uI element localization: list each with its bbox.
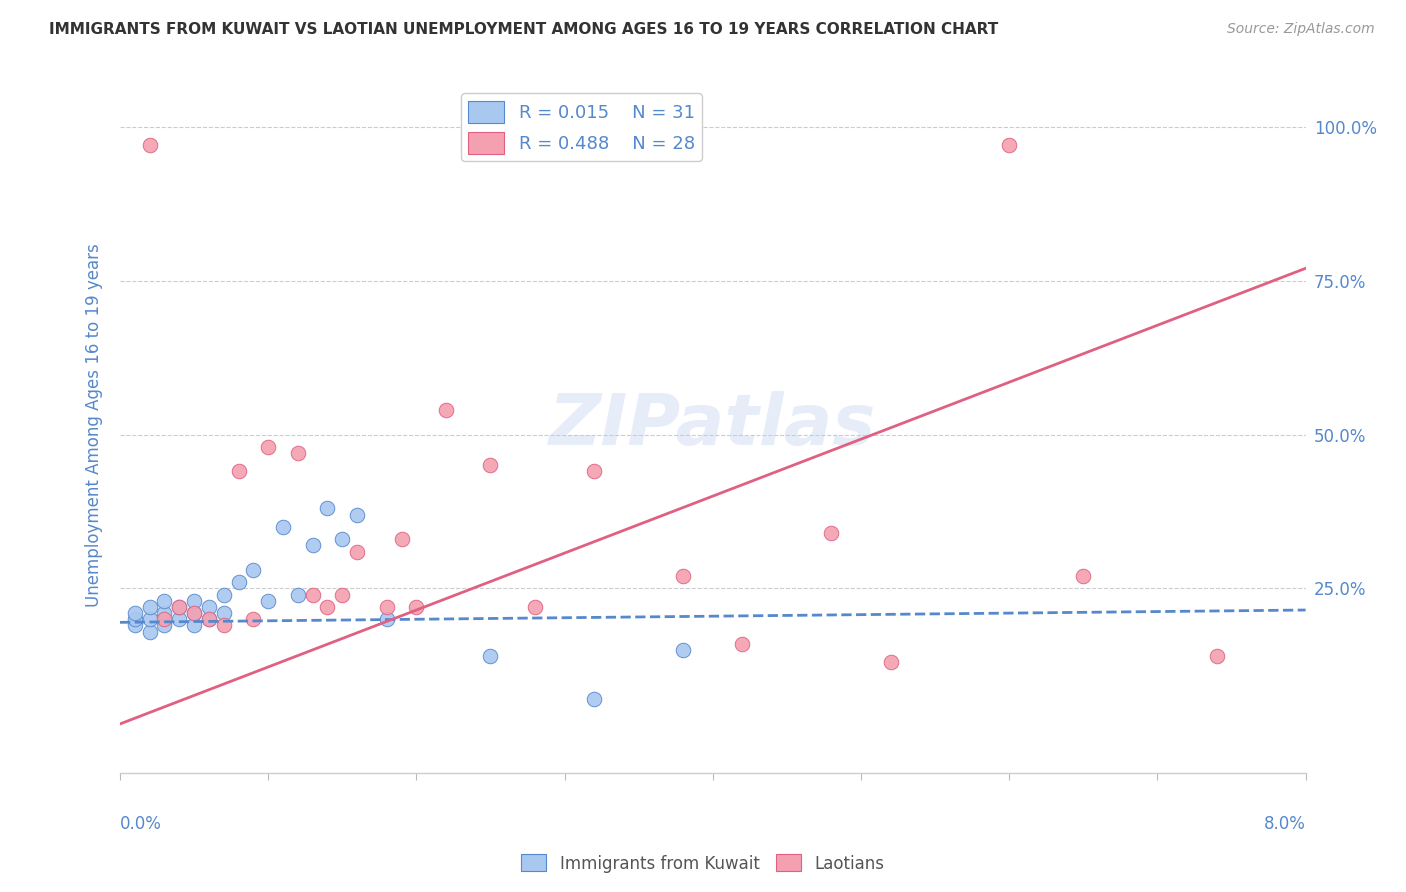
Point	[391, 533, 413, 547]
Point	[138, 138, 160, 153]
Point	[316, 501, 339, 516]
Point	[287, 588, 309, 602]
Point	[124, 606, 146, 620]
Point	[316, 599, 339, 614]
Point	[183, 618, 205, 632]
Point	[301, 538, 323, 552]
Point	[167, 599, 190, 614]
Point	[153, 618, 176, 632]
Point	[672, 569, 695, 583]
Point	[212, 588, 235, 602]
Point	[1205, 649, 1227, 664]
Point	[257, 440, 280, 454]
Point	[479, 458, 502, 473]
Point	[167, 599, 190, 614]
Point	[153, 612, 176, 626]
Point	[1071, 569, 1094, 583]
Y-axis label: Unemployment Among Ages 16 to 19 years: Unemployment Among Ages 16 to 19 years	[86, 244, 103, 607]
Point	[183, 606, 205, 620]
Point	[138, 599, 160, 614]
Point	[583, 692, 606, 706]
Point	[228, 465, 250, 479]
Legend: R = 0.015    N = 31, R = 0.488    N = 28: R = 0.015 N = 31, R = 0.488 N = 28	[461, 94, 702, 161]
Point	[301, 588, 323, 602]
Text: ZIPatlas: ZIPatlas	[550, 391, 876, 459]
Point	[198, 612, 221, 626]
Point	[375, 599, 398, 614]
Point	[167, 612, 190, 626]
Point	[879, 656, 901, 670]
Point	[228, 575, 250, 590]
Point	[346, 544, 368, 558]
Legend: Immigrants from Kuwait, Laotians: Immigrants from Kuwait, Laotians	[515, 847, 891, 880]
Point	[124, 612, 146, 626]
Point	[138, 612, 160, 626]
Point	[271, 520, 294, 534]
Point	[138, 624, 160, 639]
Point	[242, 612, 264, 626]
Point	[820, 526, 842, 541]
Text: 0.0%: 0.0%	[120, 815, 162, 833]
Point	[153, 594, 176, 608]
Point	[479, 649, 502, 664]
Point	[434, 403, 457, 417]
Point	[153, 606, 176, 620]
Point	[257, 594, 280, 608]
Point	[212, 618, 235, 632]
Text: 8.0%: 8.0%	[1264, 815, 1306, 833]
Point	[242, 563, 264, 577]
Point	[287, 446, 309, 460]
Point	[124, 618, 146, 632]
Point	[523, 599, 546, 614]
Point	[375, 612, 398, 626]
Point	[330, 533, 353, 547]
Point	[330, 588, 353, 602]
Point	[731, 637, 754, 651]
Point	[346, 508, 368, 522]
Point	[672, 643, 695, 657]
Text: IMMIGRANTS FROM KUWAIT VS LAOTIAN UNEMPLOYMENT AMONG AGES 16 TO 19 YEARS CORRELA: IMMIGRANTS FROM KUWAIT VS LAOTIAN UNEMPL…	[49, 22, 998, 37]
Point	[583, 465, 606, 479]
Text: Source: ZipAtlas.com: Source: ZipAtlas.com	[1227, 22, 1375, 37]
Point	[998, 138, 1021, 153]
Point	[212, 606, 235, 620]
Point	[183, 594, 205, 608]
Point	[198, 612, 221, 626]
Point	[183, 606, 205, 620]
Point	[405, 599, 427, 614]
Point	[198, 599, 221, 614]
